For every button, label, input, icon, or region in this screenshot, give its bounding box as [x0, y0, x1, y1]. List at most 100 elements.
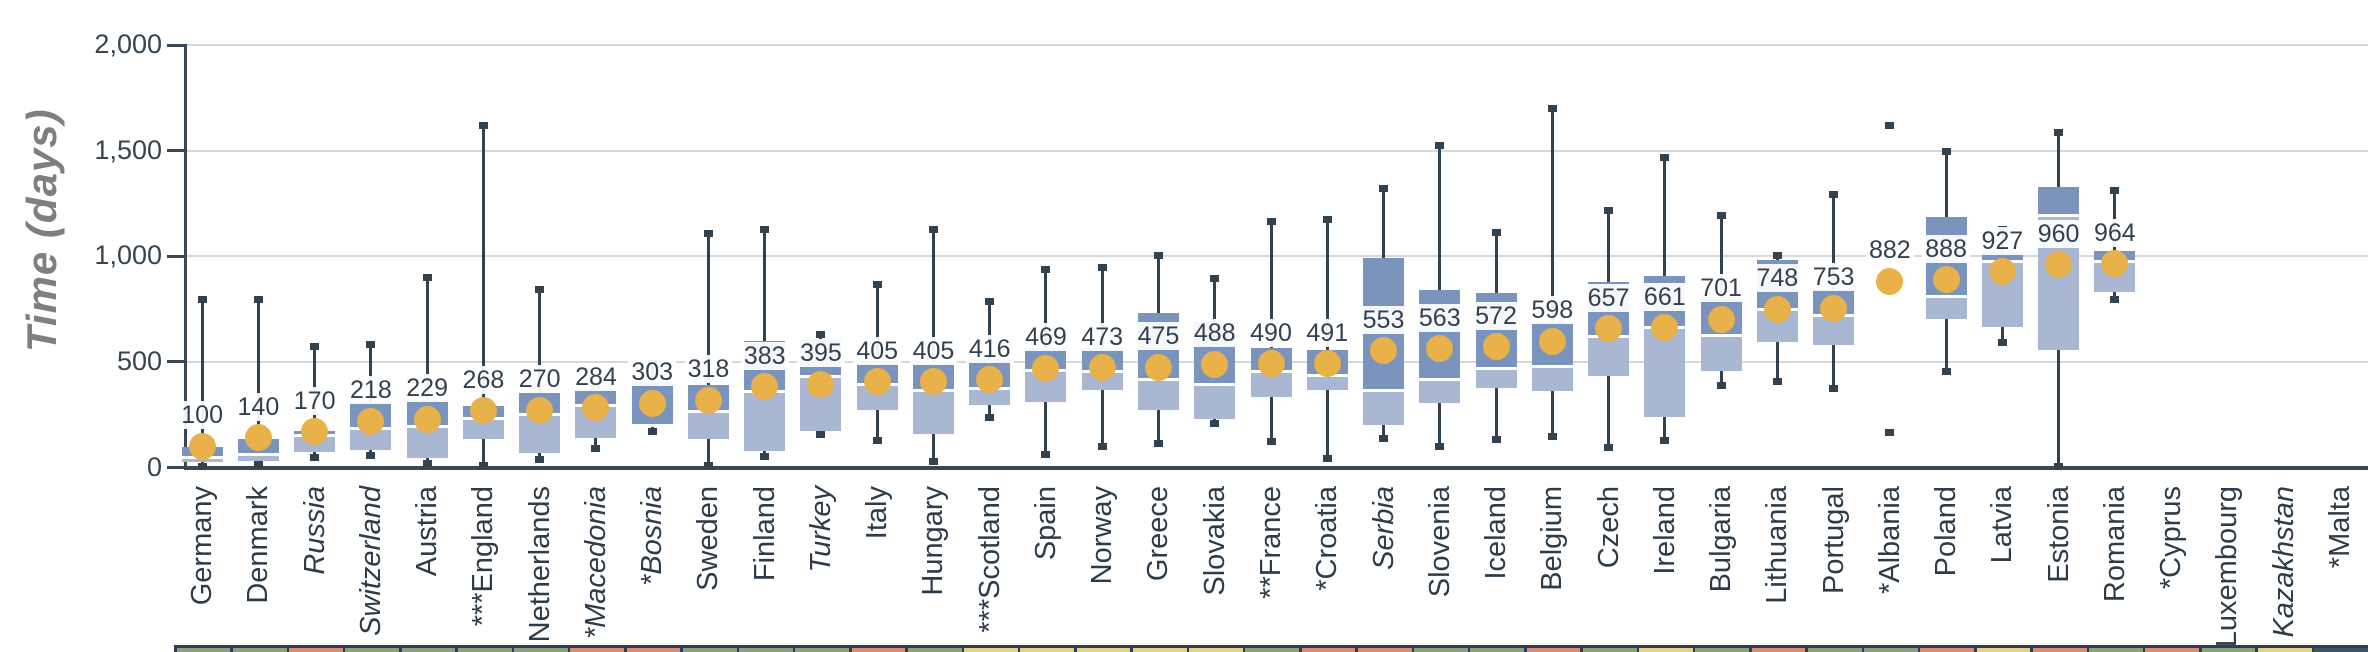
mean-value-text: 657: [1584, 283, 1633, 312]
mean-value-text: 383: [740, 341, 789, 370]
whisker-cap-max: [2054, 128, 2064, 136]
gridline-1000: [185, 255, 2368, 258]
y-tick-mark: [167, 466, 185, 469]
mean-value-text: 572: [1472, 301, 1520, 330]
strip-cell: [401, 647, 456, 652]
strip-cell: [176, 647, 231, 652]
y-tick-label: 2,000: [94, 29, 162, 59]
x-axis-label-italy: Italy: [861, 486, 894, 540]
mean-value-text: 701: [1697, 274, 1745, 303]
x-axis-label-poland: Poland: [1930, 486, 1963, 577]
data-point-marker: [1885, 122, 1895, 130]
whisker-cap-max: [1716, 212, 1726, 220]
whisker-cap-min: [1660, 437, 1670, 445]
box-lower-quartile: [1925, 296, 1967, 319]
strip-cell: [795, 647, 850, 652]
mean-value-text: 753: [1809, 263, 1858, 292]
whisker-cap-min: [1435, 443, 1445, 451]
gridline-2000: [185, 44, 2368, 46]
whisker-cap-max: [197, 295, 207, 303]
whisker-cap-min: [1097, 443, 1107, 451]
mean-value-label: 405: [812, 336, 942, 366]
box-upper-quartile: [1981, 250, 2023, 262]
box-upper-quartile: [2038, 186, 2080, 216]
strip-cell: [1695, 647, 1750, 652]
box-lower-quartile: [1306, 375, 1348, 391]
median-line: [1925, 294, 1967, 298]
strip-cell: [1357, 647, 1412, 652]
x-axis-label-russia: Russia: [298, 486, 331, 575]
x-axis-label-portugal: Portugal: [1817, 486, 1850, 595]
whisker-cap-max: [1322, 216, 1332, 224]
mean-value-label: 473: [1037, 322, 1167, 352]
whisker-cap-min: [2054, 463, 2064, 471]
strip-cell: [1526, 647, 1581, 652]
x-axis-label-albania: *Albania: [1873, 486, 1906, 595]
x-axis-label-lithuania: Lithuania: [1761, 486, 1794, 604]
whisker-cap-max: [1435, 142, 1445, 150]
mean-dot: [1876, 267, 1904, 295]
x-axis-line: [184, 466, 2368, 470]
x-axis-label-croatia: *Croatia: [1311, 486, 1344, 591]
box-lower-quartile: [1588, 336, 1630, 376]
mean-value-label: 882: [1825, 236, 1955, 265]
mean-value-text: 748: [1753, 264, 1802, 293]
mean-value-label: 405: [868, 336, 998, 366]
data-point-marker: [1885, 428, 1895, 436]
whisker-cap-min: [928, 458, 938, 466]
mean-dot: [1538, 327, 1566, 355]
mean-dot: [863, 368, 891, 396]
box-lower-quartile: [1644, 327, 1686, 417]
y-tick-mark: [167, 43, 185, 47]
box-lower-quartile: [350, 428, 392, 450]
mean-value-label: 140: [193, 392, 323, 422]
whisker-cap-max: [2110, 186, 2120, 194]
mean-value-text: 888: [1922, 234, 1970, 263]
strip-cell: [289, 647, 343, 652]
x-axis-label-sweden: Sweden: [692, 486, 725, 591]
mean-dot: [694, 386, 722, 414]
mean-value-label: 701: [1656, 274, 1786, 303]
whisker-cap-max: [422, 274, 432, 282]
whisker-cap-min: [1772, 377, 1782, 385]
box-lower-quartile: [462, 418, 504, 439]
whisker-cap-min: [1604, 444, 1614, 452]
median-line: [1475, 366, 1517, 370]
mean-value-text: 284: [572, 362, 620, 391]
mean-dot: [638, 389, 666, 417]
mean-dot: [919, 368, 947, 396]
y-tick-mark: [167, 360, 185, 364]
box-lower-quartile: [687, 411, 729, 439]
whisker-cap-min: [1716, 382, 1726, 390]
whisker-cap-max: [1266, 218, 1276, 226]
x-axis-label-france: **France: [1255, 486, 1287, 599]
strip-cell: [570, 647, 625, 652]
strip-cell: [626, 647, 681, 652]
strip-cell: [1189, 647, 1243, 652]
median-line: [1194, 382, 1236, 386]
mean-value-text: 927: [1978, 226, 2027, 255]
whisker-line: [425, 277, 429, 464]
x-axis-label-denmark: Denmark: [242, 486, 275, 604]
mean-dot: [1257, 350, 1285, 378]
whisker-cap-max: [872, 280, 882, 288]
mean-value-label: 218: [306, 376, 436, 405]
x-axis-label-czech: Czech: [1592, 486, 1625, 569]
strip-cell: [1020, 647, 1075, 652]
whisker-cap-max: [253, 295, 263, 303]
mean-dot: [244, 424, 272, 452]
x-axis-label-slovakia: Slovakia: [1198, 486, 1231, 596]
box-lower-quartile: [744, 391, 786, 451]
mean-value-label: 170: [250, 386, 380, 416]
whisker-line: [256, 298, 260, 465]
mean-value-text: 491: [1303, 318, 1352, 347]
strip-cell: [1751, 647, 1806, 652]
box-lower-quartile: [1363, 390, 1404, 426]
mean-value-text: 395: [797, 339, 845, 368]
mean-value-label: 469: [981, 323, 1111, 352]
strip-cell: [2089, 647, 2143, 652]
mean-value-text: 488: [1190, 319, 1239, 348]
mean-dot: [526, 396, 554, 424]
whisker-cap-min: [1041, 450, 1051, 458]
